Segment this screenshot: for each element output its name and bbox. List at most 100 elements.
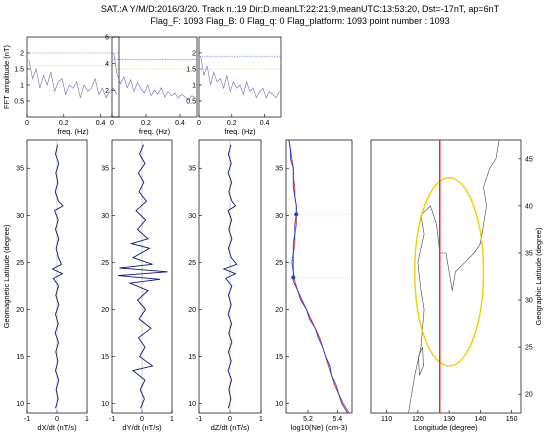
ne-ytick-label: 20 (275, 307, 283, 314)
dzdt-xtick-label: 1 (259, 416, 263, 423)
plots-area: 0 0.2 0.4 0.5 1 1.5 2 freq. (Hz) FFT amplitude (… (2, 35, 543, 433)
fft-x-xtick-label: 0.2 (59, 120, 69, 127)
figure-title-line1: SAT.:A Y/M/D:2016/3/20. Track n.:19 Dir:… (101, 4, 500, 14)
fft-y-frame (111, 36, 198, 118)
ne-xtick-label: 5.4 (332, 416, 342, 423)
map-xtick-label: 120 (412, 416, 424, 423)
map-ylabel: Geographic Latitude (degree) (534, 227, 543, 325)
ne-frame (285, 139, 353, 414)
fft-y-xlabel: freq. (Hz) (139, 127, 171, 136)
map-xtick-label: 110 (381, 416, 392, 423)
fft-y-ytick-label: 4 (105, 61, 109, 68)
ne-ytick-label: 25 (275, 260, 283, 267)
dydt-panel: -1 0 1 10 15 20 25 30 35 dY/dt (nT/s) (101, 139, 174, 432)
fft-x-ytick-label: 0.5 (14, 99, 24, 106)
fft-x-ytick-label: 2 (20, 51, 24, 58)
fft-z-xtick-label: 0 (197, 120, 201, 127)
fft-z-xtick-label: 0.2 (227, 120, 237, 127)
fft-y-ytick-label: 2 (105, 88, 109, 95)
map-ytick-label: 45 (525, 156, 533, 163)
dydt-series-line (117, 144, 168, 409)
figure-title-line2: Flag_F: 1093 Flag_B: 0 Flag_q: 0 Flag_pl… (150, 16, 449, 26)
dydt-xtick-label: -1 (109, 416, 115, 423)
dydt-ytick-label: 15 (101, 354, 109, 361)
dzdt-ytick-label: 15 (188, 354, 196, 361)
dydt-ytick-label: 10 (101, 401, 109, 408)
fft-z-frame (198, 36, 282, 118)
fft-x-xtick-label: 0.4 (96, 120, 106, 127)
map-ytick-label: 20 (525, 392, 533, 399)
fft-x-series-line (28, 59, 118, 99)
dxdt-panel: -1 0 1 10 15 20 25 30 35 dX/dt (nT/s) Geomagnetic … (2, 139, 89, 432)
dxdt-xlabel: dX/dt (nT/s) (37, 423, 77, 432)
dxdt-ytick-label: 20 (16, 307, 24, 314)
dzdt-series-line (222, 144, 238, 409)
ne-ytick-label: 15 (275, 354, 283, 361)
fft-x-ytick-label: 1.5 (14, 67, 24, 74)
dzdt-ytick-label: 20 (188, 307, 196, 314)
dxdt-xtick-label: 0 (55, 416, 59, 423)
dzdt-ytick-label: 35 (188, 166, 196, 173)
dxdt-ytick-label: 35 (16, 166, 24, 173)
fft-z-xlabel: freq. (Hz) (224, 127, 256, 136)
dxdt-ytick-label: 10 (16, 401, 24, 408)
coastline (408, 139, 500, 414)
ne-xlabel: log10(Ne) (cm-3) (291, 423, 348, 432)
dzdt-ytick-label: 10 (188, 401, 196, 408)
ne-series-line (288, 139, 348, 414)
fft-x-xlabel: freq. (Hz) (57, 127, 89, 136)
dxdt-ytick-label: 15 (16, 354, 24, 361)
fft-y-panel: 0 0.2 0.4 2 4 6 freq. (Hz) (105, 35, 198, 136)
dzdt-ytick-label: 30 (188, 213, 196, 220)
map-ytick-label: 40 (525, 203, 533, 210)
map-xtick-label: 150 (506, 416, 518, 423)
dzdt-xlabel: dZ/dt (nT/s) (211, 423, 250, 432)
fft-y-xtick-label: 0.2 (141, 120, 151, 127)
dydt-ytick-label: 30 (101, 213, 109, 220)
map-panel: 110 120 130 140 150 20 25 30 35 40 45 Longitude (de… (370, 139, 543, 432)
ne-ytick-label: 30 (275, 213, 283, 220)
dydt-xtick-label: 1 (170, 416, 174, 423)
fft-y-ytick-label: 6 (105, 35, 109, 42)
fft-y-series-line (113, 52, 196, 101)
map-ytick-label: 25 (525, 345, 533, 352)
dxdt-ytick-label: 30 (16, 213, 24, 220)
ne-ytick-label: 35 (275, 166, 283, 173)
fft-x-frame (26, 36, 120, 118)
fft-z-series-line (200, 56, 280, 99)
ne-ytick-label: 10 (275, 401, 283, 408)
dydt-ytick-label: 25 (101, 260, 109, 267)
dzdt-xtick-label: -1 (196, 416, 202, 423)
dxdt-ytick-label: 25 (16, 260, 24, 267)
map-frame (370, 139, 522, 414)
fft-z-panel: 0 0.2 0.4 0.5 1 1.5 2 freq. (Hz) (186, 36, 282, 136)
fft-x-ytick-label: 1 (20, 83, 24, 90)
dxdt-xtick-label: 1 (85, 416, 89, 423)
region-ellipse (414, 176, 485, 367)
fft-z-ytick-label: 0.5 (186, 99, 196, 106)
map-xlabel: Longitude (degree) (414, 423, 478, 432)
dydt-ytick-label: 20 (101, 307, 109, 314)
map-xtick-label: 130 (443, 416, 455, 423)
fft-z-ytick-label: 1.5 (186, 67, 196, 74)
dydt-xlabel: dY/dt (nT/s) (122, 423, 162, 432)
dxdt-series-line (51, 144, 64, 409)
ne-xtick-label: 5.2 (303, 416, 313, 423)
dydt-xtick-label: 0 (140, 416, 144, 423)
dxdt-xtick-label: -1 (24, 416, 30, 423)
ne-panel: 5.2 5.4 10 15 20 25 30 35 log10(Ne) (cm-3) (275, 139, 353, 432)
map-ytick-label: 30 (525, 298, 533, 305)
fft-x-ylabel: FFT amplitude (nT) (2, 44, 11, 109)
fft-y-xtick-label: 0 (110, 120, 114, 127)
map-xtick-label: 140 (475, 416, 487, 423)
fft-z-ytick-label: 2 (192, 51, 196, 58)
map-ytick-label: 35 (525, 250, 533, 257)
dzdt-ytick-label: 25 (188, 260, 196, 267)
fft-z-xtick-label: 0.4 (260, 120, 270, 127)
fft-x-panel: 0 0.2 0.4 0.5 1 1.5 2 freq. (Hz) FFT amplitude (… (2, 36, 120, 136)
coastline-island (418, 346, 424, 376)
dxdt-ylabel: Geomagnetic Latitude (degree) (2, 224, 11, 328)
dzdt-panel: -1 0 1 10 15 20 25 30 35 dZ/dt (nT/s) (188, 139, 263, 432)
ne-series-line (288, 139, 350, 414)
